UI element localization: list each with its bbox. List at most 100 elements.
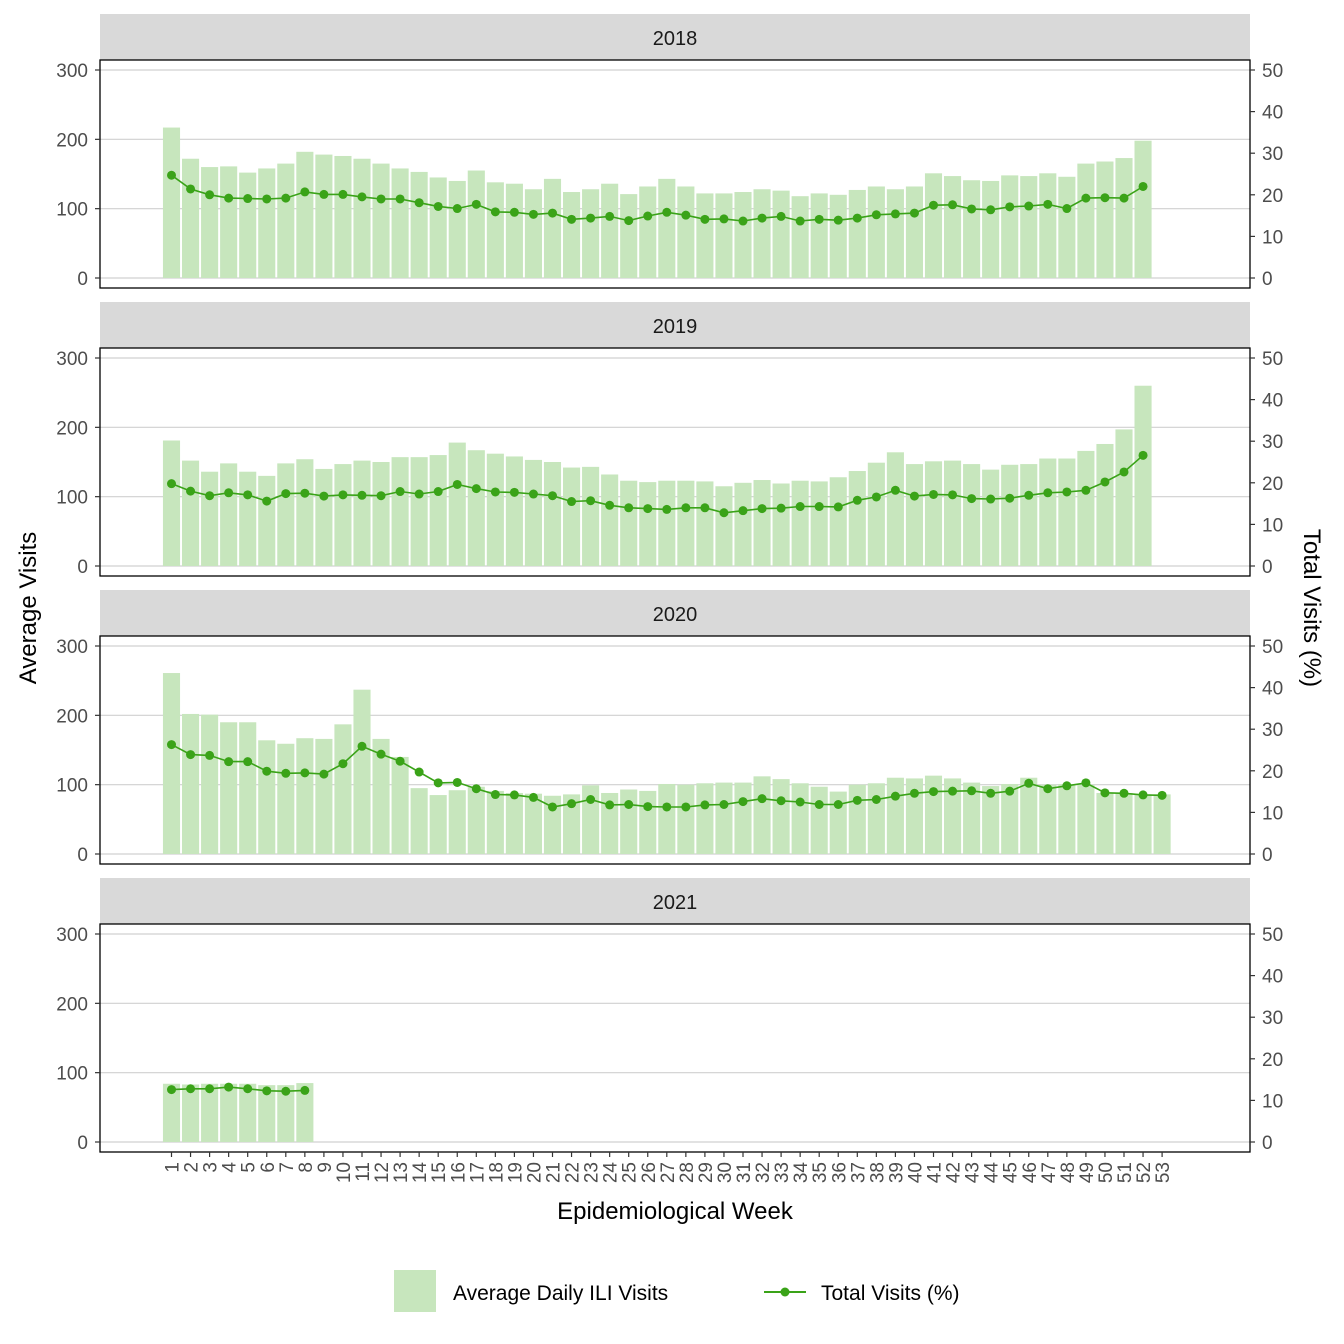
bar-week-43 [963,782,981,854]
y-right-tick-label: 10 [1262,1091,1283,1112]
point-week-52 [1138,450,1148,460]
y-right-tick-label: 30 [1262,720,1283,741]
bar-week-32 [753,480,771,566]
bar-week-22 [563,794,581,854]
y-right-tick-label: 0 [1262,845,1273,866]
bar-week-14 [410,171,428,278]
bar-week-1 [162,1083,181,1142]
point-week-16 [452,479,462,489]
bar-week-20 [524,189,542,278]
y-right-tick-label: 50 [1262,61,1283,82]
bar-week-34 [791,480,809,566]
y-left-axis-title: Average Visits [15,532,42,685]
bar-week-7 [277,463,295,566]
point-week-21 [548,491,557,501]
point-week-10 [338,759,348,769]
point-week-51 [1119,467,1129,477]
bar-week-47 [1039,458,1057,566]
point-week-3 [205,491,215,501]
point-week-40 [909,788,919,798]
bar-week-4 [220,166,238,278]
y-right-tick-label: 30 [1262,432,1283,453]
panel-strip-label: 2019 [653,316,698,338]
point-week-7 [281,193,291,203]
point-week-1 [167,1085,176,1095]
bar-week-17 [467,450,485,566]
point-week-22 [567,497,577,507]
bar-week-41 [924,461,943,566]
point-week-34 [795,502,805,512]
point-week-19 [509,207,519,217]
bar-week-5 [239,471,257,566]
bar-week-38 [867,783,885,854]
bar-week-9 [315,738,333,854]
point-week-46 [1024,778,1034,788]
bar-week-33 [772,779,790,854]
bar-week-23 [582,189,600,278]
point-week-41 [929,200,938,210]
point-week-18 [490,487,500,497]
bar-week-39 [886,189,904,278]
y-left-tick-label: 0 [77,269,88,290]
total-visits-line [171,174,1144,222]
bar-week-40 [905,778,923,854]
point-week-14 [414,767,424,777]
point-week-33 [776,211,786,221]
bar-week-1 [162,440,181,566]
bar-week-34 [791,783,809,854]
point-week-2 [186,750,196,760]
bar-week-27 [658,178,676,278]
point-week-41 [929,489,938,499]
point-week-28 [681,802,691,812]
point-week-31 [738,797,748,807]
bar-week-30 [715,782,733,854]
bar-week-3 [201,1083,219,1142]
bar-week-3 [201,714,219,854]
point-week-30 [719,214,729,224]
bar-week-28 [677,186,695,278]
point-week-36 [833,799,843,809]
bar-week-8 [296,459,314,566]
point-week-47 [1043,488,1053,498]
bar-week-52 [1134,140,1152,278]
bar-week-28 [677,480,695,566]
x-tick-label: 40 [905,1162,926,1183]
bar-week-44 [982,469,1000,566]
point-week-28 [681,210,691,220]
bar-week-14 [410,457,428,566]
point-week-1 [167,740,176,750]
legend: Average Daily ILI Visits Total Visits (%… [394,1270,959,1312]
bar-week-15 [429,795,447,854]
point-week-39 [890,791,900,801]
bar-week-45 [1001,175,1019,278]
x-tick-label: 52 [1134,1162,1155,1183]
point-week-38 [871,795,881,805]
y-right-tick-label: 40 [1262,103,1283,124]
point-week-44 [986,494,996,504]
point-week-25 [624,216,634,226]
point-week-35 [814,502,824,512]
point-week-50 [1100,788,1110,798]
point-week-34 [795,797,805,807]
point-week-6 [262,1086,272,1096]
bar-week-7 [277,743,295,854]
bar-week-44 [982,786,1000,854]
point-week-30 [719,508,729,518]
point-week-15 [433,778,443,788]
x-tick-label: 5 [239,1162,260,1173]
total-visits-line [171,454,1144,514]
bar-week-25 [620,194,638,278]
bar-week-2 [182,1084,200,1142]
bar-week-18 [486,790,504,854]
y-right-tick-label: 20 [1262,474,1283,495]
bar-week-2 [182,713,200,854]
bar-week-40 [905,186,923,278]
bar-week-20 [524,459,542,566]
point-week-43 [967,786,977,796]
panel-frame [99,635,1251,865]
bar-week-51 [1115,429,1133,566]
x-tick-label: 14 [410,1162,431,1184]
point-week-3 [205,1084,215,1094]
bar-week-1 [162,127,181,279]
bar-week-32 [753,776,771,854]
